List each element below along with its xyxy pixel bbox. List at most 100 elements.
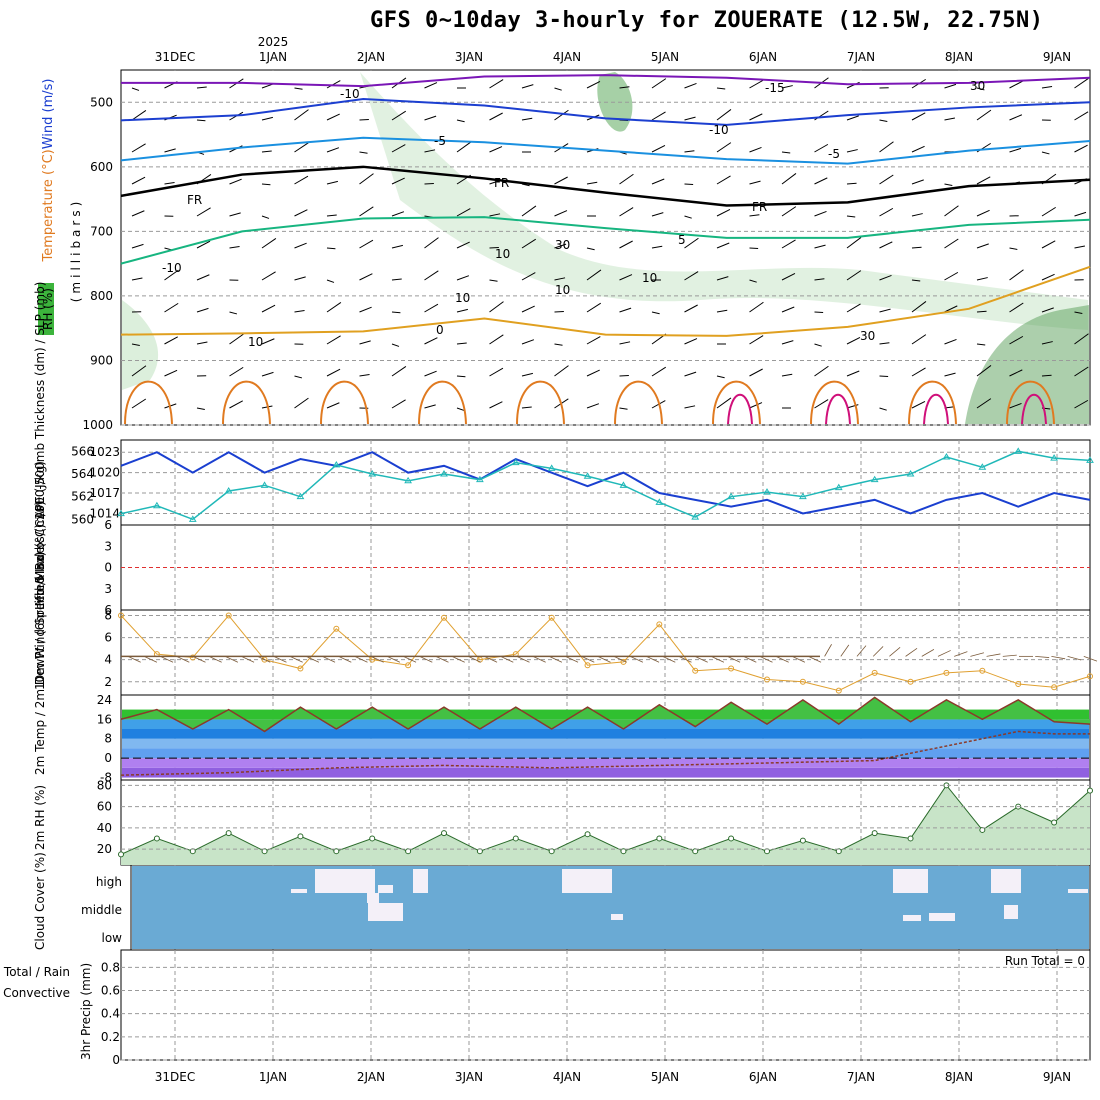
wind-barb (489, 213, 501, 217)
date-label-bottom: 5JAN (651, 1070, 679, 1084)
isotherm-loop (614, 380, 663, 425)
wind-barb (814, 278, 825, 281)
wind-barb (1041, 307, 1054, 313)
wind-barb-10m (694, 656, 708, 663)
wind-barb (261, 238, 277, 249)
rh-point (584, 831, 591, 838)
wind-barb (1009, 114, 1023, 121)
wind-barb (326, 180, 338, 185)
wind-barb (1041, 206, 1056, 217)
isotherm-loop (1021, 393, 1047, 425)
wind-barb (164, 336, 178, 345)
wind-barb (261, 150, 272, 153)
wind-barb (684, 237, 699, 249)
wind-barb (391, 244, 403, 249)
wind-barb (814, 244, 826, 249)
wind-barb-10m (549, 656, 563, 663)
wind-barb-10m (484, 656, 498, 663)
wind-barb (781, 272, 796, 281)
wind-barb (911, 213, 923, 217)
thickness-point (691, 513, 700, 520)
wind-barb-10m (678, 656, 692, 663)
contour-label: -5 (434, 134, 446, 148)
thickness-point (727, 492, 735, 500)
wind-barb (586, 181, 598, 185)
thickness-point (260, 481, 269, 488)
wind-barb (1074, 111, 1089, 121)
wind-speed-point (333, 625, 340, 632)
wind-barb (814, 143, 829, 153)
contour-label: 10 (642, 271, 657, 285)
wind-barb (651, 311, 660, 315)
date-label-bottom: 2JAN (357, 1070, 385, 1084)
wind-barb (196, 119, 206, 122)
wind-barb (131, 343, 140, 346)
wind-barb (911, 246, 922, 249)
wind-barb (749, 180, 761, 185)
wind-barb (1074, 333, 1089, 345)
wind-barb (424, 337, 438, 345)
precip-tick-label: 0.8 (101, 960, 120, 974)
temp-tick-label: -8 (100, 771, 112, 785)
wind-barb (586, 247, 595, 251)
wind-barb (586, 369, 600, 377)
wind-speed-point (692, 667, 699, 674)
wind-barb (554, 365, 569, 377)
date-label-top: 4JAN (553, 50, 581, 64)
wind-barb (294, 109, 309, 121)
wind-barb (846, 149, 858, 153)
wind-barb-10m (144, 656, 158, 663)
wind-barb (489, 146, 503, 153)
thickness-point (619, 481, 628, 488)
rh-point (620, 848, 627, 855)
wind-speed-point (261, 656, 268, 663)
wind-barb (814, 365, 829, 377)
wind-barb (326, 335, 341, 345)
wind-barb-10m (435, 656, 449, 663)
wind-barb (976, 310, 987, 313)
precip-tick-label: 0 (112, 1053, 120, 1067)
rh-point (907, 835, 914, 842)
wind-barb (684, 304, 698, 313)
isotherm-loop (825, 393, 851, 425)
wind-barb (521, 205, 537, 217)
rh-point (656, 835, 663, 842)
wind-barb (391, 211, 405, 217)
wind-barb (391, 399, 406, 409)
wind-barb-10m (889, 647, 901, 657)
wind-barb (131, 110, 147, 121)
rh-point (728, 835, 735, 842)
wind-barb (619, 207, 634, 217)
wind-barb (229, 246, 240, 249)
wind-tick-label: 4 (104, 653, 112, 667)
wind-barb (944, 117, 955, 121)
isotherm-loop (222, 380, 271, 425)
wind-barb (911, 179, 924, 185)
wind-barb (1009, 147, 1022, 153)
wind-barb (196, 240, 211, 249)
wind-barb (651, 178, 665, 185)
wind-barb (131, 277, 143, 281)
li-tick-label: 3 (104, 539, 112, 553)
wind-barb (359, 206, 374, 217)
cloud-level-label: high (96, 875, 122, 889)
isotherm-line (120, 165, 1091, 207)
wind-barb (619, 341, 631, 345)
wind-barb (131, 243, 144, 249)
wind-barb (944, 183, 953, 186)
wind-barb (1041, 86, 1053, 89)
isotherm-loop (810, 380, 859, 425)
wind-barb (586, 336, 601, 345)
wind-barb (1074, 366, 1089, 377)
wind-barb (521, 406, 532, 409)
contour-label: -10 (162, 261, 182, 275)
rh-tick-label: 20 (97, 842, 112, 856)
wind-barb-10m (354, 656, 368, 663)
wind-barb (716, 276, 729, 281)
wind-barb (1074, 211, 1087, 217)
wind-barb (749, 146, 762, 153)
wind-barb (326, 402, 340, 409)
temp-band (122, 767, 1089, 778)
wind-barb (1074, 144, 1088, 153)
contour-label: -10 (709, 123, 729, 137)
